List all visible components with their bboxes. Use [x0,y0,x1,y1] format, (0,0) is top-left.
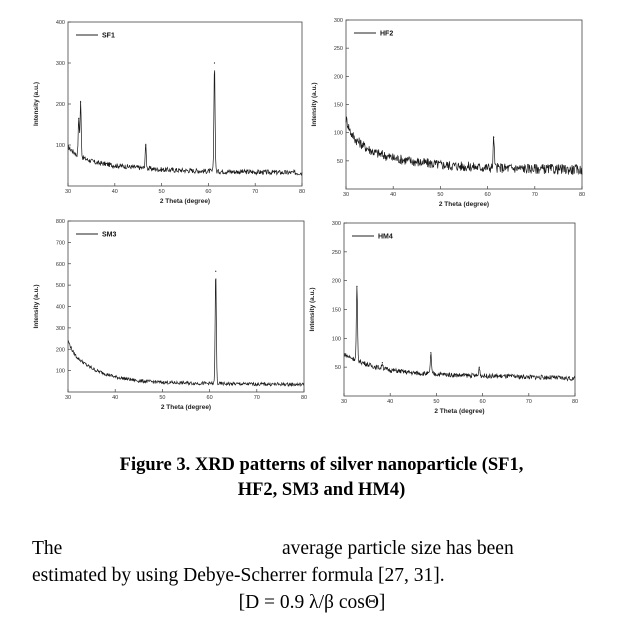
peak-point [80,101,82,103]
y-tick-label: 500 [56,283,65,289]
y-tick-label: 100 [334,131,343,137]
x-tick-label: 60 [485,192,491,198]
series-line-hm4 [343,285,576,382]
x-axis-label: 2 Theta (degree) [439,201,489,208]
chart-hf2: 30 40 50 60 70 80 50 100 150 200 250 300 2 Theta (de… [311,18,585,208]
paragraph-formula: [D = 0.9 λ/β cosΘ] [238,592,386,613]
y-tick-label: 300 [332,221,341,227]
y-tick-label: 100 [56,369,65,375]
y-tick-label: 800 [56,219,65,225]
y-tick-label: 200 [56,347,65,353]
plot-frame [345,19,583,190]
y-tick-label: 300 [56,326,65,332]
y-tick-label: 200 [332,279,341,285]
y-tick-label: 150 [334,103,343,109]
y-tick-label: 200 [56,102,65,108]
x-tick-label: 70 [254,395,260,401]
paragraph-line-1-start: The [32,538,63,559]
chart-sf1: 30 40 50 60 70 80 100 200 300 400 2 Theta (degree)… [33,20,305,205]
y-tick-label: 150 [332,308,341,314]
x-tick-label: 80 [299,189,305,195]
peak-point [356,285,358,288]
x-tick-label: 80 [579,192,585,198]
legend-label: HM4 [378,234,393,241]
y-axis-label: Intensity (a.u.) [311,82,318,126]
y-tick-label: 100 [332,336,341,342]
plot-frame [343,222,576,397]
y-tick-label: 300 [334,18,343,24]
y-tick-label: 400 [56,305,65,311]
figure-caption: Figure 3. XRD patterns of silver nanopar… [0,453,643,503]
x-tick-label: 70 [532,192,538,198]
y-tick-label: 700 [56,240,65,246]
x-tick-label: 30 [341,399,347,405]
y-tick-label: 300 [56,61,65,67]
caption-line-1: Figure 3. XRD patterns of silver nanopar… [119,455,524,475]
x-axis-label: 2 Theta (degree) [161,404,211,411]
x-tick-label: 40 [112,189,118,195]
x-tick-label: 30 [65,395,71,401]
x-tick-label: 30 [65,189,71,195]
caption-line-2: HF2, SM3 and HM4) [237,480,406,500]
peak-point [381,361,383,364]
legend-label: SF1 [102,33,115,40]
x-axis-label: 2 Theta (degree) [160,198,210,205]
paragraph-line-2: estimated by using Debye-Scherrer formul… [32,565,445,586]
y-axis-label: Intensity (a.u.) [33,284,40,328]
series-line-hf2 [345,116,583,175]
x-tick-label: 30 [343,192,349,198]
peak-point [430,352,432,354]
paragraph-line-1-end: average particle size has been [282,538,514,559]
peak-point [478,366,480,368]
series-line-sm3 [67,278,305,388]
y-axis-label: Intensity (a.u.) [309,287,316,331]
paragraph-line-1: The average particle size has been [32,535,592,562]
x-tick-label: 80 [572,399,578,405]
x-tick-label: 50 [159,189,165,195]
x-tick-label: 40 [390,192,396,198]
y-tick-label: 200 [334,74,343,80]
chart-hm4: 30 40 50 60 70 80 50 100 150 200 250 300 2 Theta (de… [309,221,578,415]
x-tick-label: 60 [480,399,486,405]
x-tick-label: 80 [301,395,307,401]
legend-label: SM3 [102,232,117,239]
x-axis-label: 2 Theta (degree) [434,408,484,415]
x-tick-label: 50 [437,192,443,198]
y-tick-label: 50 [335,365,341,371]
peak-point [213,62,216,64]
x-tick-label: 40 [387,399,393,405]
y-tick-label: 400 [56,20,65,26]
plot-frame [67,21,303,187]
peak-point [145,144,147,146]
series-line-sf1 [67,70,303,177]
y-tick-label: 100 [56,143,65,149]
legend-label: HF2 [380,31,393,38]
chart-sm3: 30 40 50 60 70 80 100 200 300 400 500 600 700 800 2 Th… [33,219,307,411]
x-tick-label: 70 [526,399,532,405]
x-tick-label: 70 [252,189,258,195]
x-tick-label: 40 [112,395,118,401]
x-tick-label: 50 [159,395,165,401]
x-tick-label: 60 [207,395,213,401]
y-tick-label: 600 [56,262,65,268]
y-axis-label: Intensity (a.u.) [33,82,40,126]
peak-point [215,270,217,272]
plot-frame [67,220,305,393]
y-tick-label: 250 [332,250,341,256]
x-tick-label: 50 [433,399,439,405]
y-tick-label: 250 [334,46,343,52]
y-tick-label: 50 [337,159,343,165]
x-tick-label: 60 [205,189,211,195]
peak-point [78,117,80,119]
body-paragraph: The average particle size has been estim… [32,535,592,616]
peak-point [493,136,495,138]
